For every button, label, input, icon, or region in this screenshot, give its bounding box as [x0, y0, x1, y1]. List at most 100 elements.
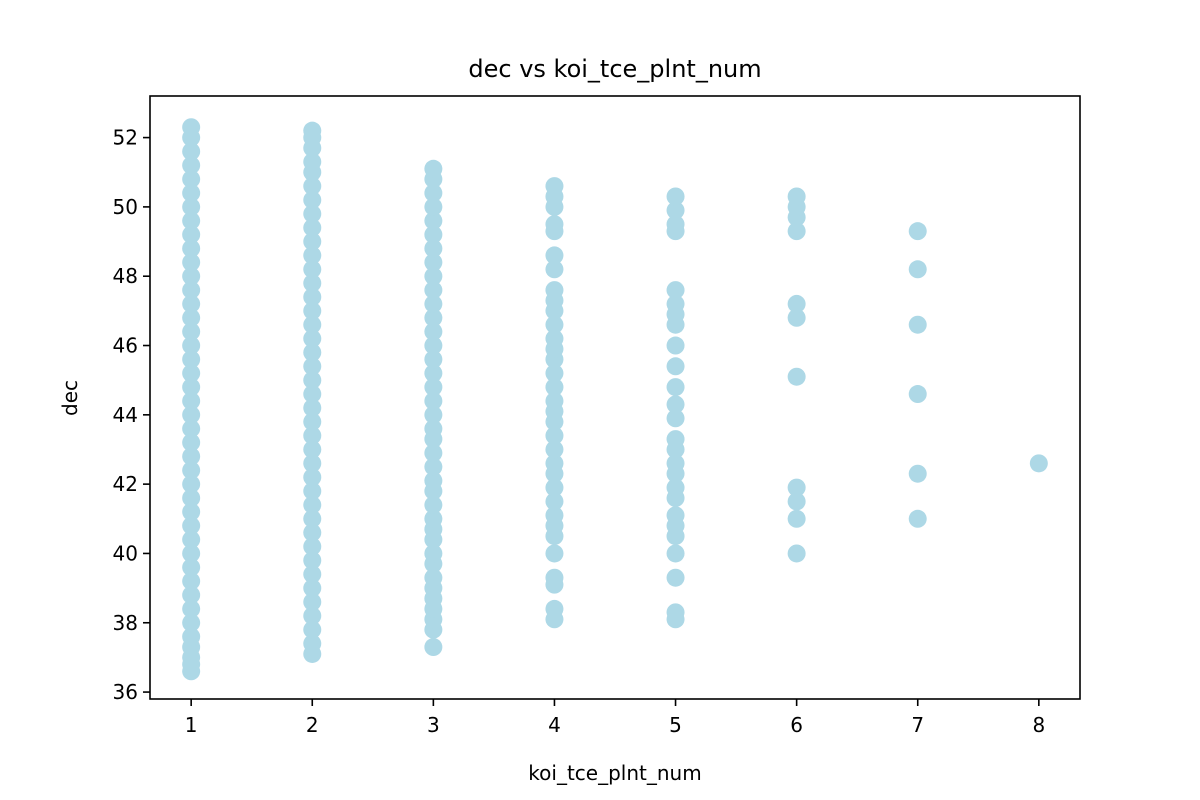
x-axis-ticks: 1 2 3 4 5 6 7 8	[185, 699, 1045, 737]
data-point	[666, 568, 685, 587]
y-axis-ticks: 36 38 40 42 44 46 48 50 52	[113, 126, 150, 704]
data-point	[545, 281, 564, 300]
data-point	[182, 142, 201, 161]
data-point	[787, 478, 806, 497]
data-point	[182, 558, 201, 577]
data-point	[424, 364, 443, 383]
data-point	[666, 357, 685, 376]
data-points	[182, 118, 1048, 681]
data-point	[908, 260, 927, 279]
data-point	[424, 267, 443, 286]
data-point	[303, 218, 322, 237]
data-point	[182, 405, 201, 424]
y-tick-label: 36	[113, 680, 138, 704]
data-point	[182, 447, 201, 466]
data-point	[182, 461, 201, 480]
data-point	[545, 315, 564, 334]
data-point	[424, 544, 443, 563]
y-tick-label: 48	[113, 264, 138, 288]
data-point	[303, 412, 322, 431]
data-point	[787, 544, 806, 563]
data-point	[182, 544, 201, 563]
data-point	[908, 315, 927, 334]
data-point	[666, 409, 685, 428]
x-tick-label: 3	[427, 713, 440, 737]
data-point	[424, 308, 443, 327]
data-point	[303, 523, 322, 542]
x-tick-label: 2	[306, 713, 319, 737]
data-point	[424, 253, 443, 272]
data-point	[182, 118, 201, 137]
data-point	[908, 509, 927, 528]
data-point	[182, 489, 201, 507]
data-point	[303, 232, 322, 251]
data-point	[182, 350, 201, 369]
data-point	[303, 509, 322, 528]
data-point	[545, 506, 564, 525]
data-point	[303, 592, 322, 611]
data-point	[424, 638, 443, 657]
data-point	[666, 187, 685, 206]
data-point	[424, 419, 443, 438]
data-point	[1029, 454, 1048, 473]
y-tick-label: 50	[113, 195, 138, 219]
data-point	[182, 599, 201, 618]
data-point	[666, 506, 685, 525]
data-point	[303, 634, 322, 653]
data-point	[545, 440, 564, 459]
data-point	[303, 177, 322, 196]
data-point	[303, 329, 322, 348]
data-point	[303, 246, 322, 265]
data-point	[303, 121, 322, 140]
data-point	[182, 433, 201, 452]
data-point	[545, 478, 564, 497]
plot-frame	[149, 95, 1081, 700]
data-point	[545, 378, 564, 397]
data-point	[666, 478, 685, 497]
data-point	[303, 385, 322, 404]
data-point	[545, 246, 564, 265]
data-point	[182, 267, 201, 286]
data-point	[182, 502, 201, 521]
data-point	[545, 215, 564, 234]
data-point	[666, 336, 685, 355]
data-point	[303, 482, 322, 501]
data-point	[303, 454, 322, 473]
y-tick-label: 52	[113, 126, 138, 150]
data-point	[545, 544, 564, 563]
data-point	[182, 170, 201, 189]
data-point	[303, 468, 322, 487]
data-point	[182, 211, 201, 230]
data-point	[424, 457, 443, 476]
data-point	[545, 177, 564, 196]
data-point	[666, 378, 685, 397]
data-point	[666, 430, 685, 449]
data-point	[424, 443, 443, 462]
data-point	[182, 322, 201, 341]
data-point	[424, 568, 443, 587]
data-point	[545, 492, 564, 511]
y-tick-label: 46	[113, 334, 138, 358]
data-point	[303, 301, 322, 320]
data-point	[545, 260, 564, 279]
data-point	[666, 603, 685, 622]
data-point	[303, 288, 322, 306]
data-point	[303, 606, 322, 625]
data-point	[182, 336, 201, 355]
data-point	[424, 239, 443, 258]
data-point	[424, 495, 443, 514]
data-point	[182, 572, 201, 591]
data-point	[303, 440, 322, 459]
data-point	[545, 329, 564, 348]
data-point	[182, 294, 201, 313]
data-point	[424, 391, 443, 410]
y-tick-label: 44	[113, 403, 138, 427]
data-point	[303, 426, 322, 445]
data-point	[424, 471, 443, 490]
data-point	[303, 274, 322, 293]
data-point	[182, 364, 201, 383]
data-point	[182, 378, 201, 397]
data-point	[182, 475, 201, 494]
